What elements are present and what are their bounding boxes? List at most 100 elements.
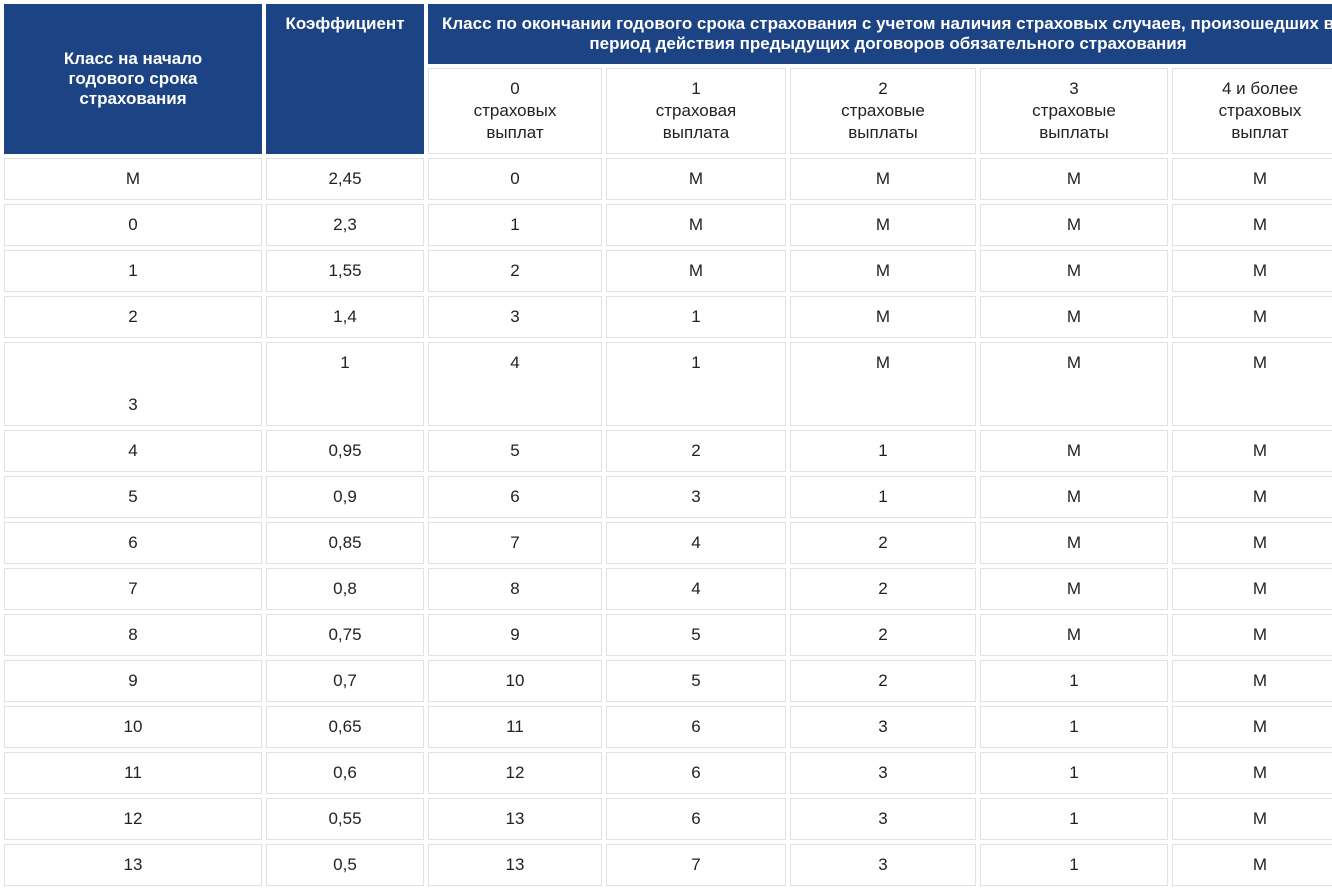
table-cell: 5 bbox=[4, 476, 262, 518]
table-cell: 5 bbox=[428, 430, 602, 472]
table-cell: 1 bbox=[790, 476, 976, 518]
table-cell: 4 bbox=[4, 430, 262, 472]
table-cell: М bbox=[606, 204, 786, 246]
table-cell: 8 bbox=[428, 568, 602, 610]
table-cell: М bbox=[1172, 476, 1332, 518]
table-cell: 1 bbox=[980, 798, 1168, 840]
table-cell: 1 bbox=[790, 430, 976, 472]
table-cell: 1,55 bbox=[266, 250, 424, 292]
table-row: 2 1,4 3 1 М М М bbox=[4, 296, 1332, 338]
table-cell: 3 bbox=[428, 296, 602, 338]
table-cell: 1,4 bbox=[266, 296, 424, 338]
table-cell: 0,9 bbox=[266, 476, 424, 518]
table-cell: М bbox=[4, 158, 262, 200]
table-cell: М bbox=[606, 158, 786, 200]
table-body: М 2,45 0 М М М М 0 2,3 1 М М М М 1 1,55 2 М М М М 2 1,4 3 1 М М М 3 1… bbox=[4, 158, 1332, 886]
table-row: 12 0,55 13 6 3 1 М bbox=[4, 798, 1332, 840]
table-cell: М bbox=[980, 430, 1168, 472]
table-cell: 7 bbox=[606, 844, 786, 886]
table-cell: М bbox=[790, 296, 976, 338]
table-cell: 2 bbox=[790, 660, 976, 702]
table-cell: 2 bbox=[428, 250, 602, 292]
table-cell: 0,7 bbox=[266, 660, 424, 702]
table-cell: 1 bbox=[980, 706, 1168, 748]
table-cell: М bbox=[1172, 342, 1332, 426]
header-class-end: Класс по окончании годового срока страхо… bbox=[428, 4, 1332, 64]
table-cell: М bbox=[980, 250, 1168, 292]
table-cell: 7 bbox=[428, 522, 602, 564]
table-cell: 1 bbox=[266, 342, 424, 426]
table-cell: 2 bbox=[4, 296, 262, 338]
table-cell: М bbox=[790, 342, 976, 426]
table-cell: 0,5 bbox=[266, 844, 424, 886]
table-cell: 9 bbox=[428, 614, 602, 656]
table-cell: 6 bbox=[606, 706, 786, 748]
table-cell: М bbox=[1172, 204, 1332, 246]
table-cell: М bbox=[980, 204, 1168, 246]
table-row: 8 0,75 9 5 2 М М bbox=[4, 614, 1332, 656]
table-cell: 1 bbox=[606, 296, 786, 338]
table-row: 0 2,3 1 М М М М bbox=[4, 204, 1332, 246]
table-cell: М bbox=[790, 204, 976, 246]
table-cell: 0 bbox=[428, 158, 602, 200]
table-cell: 3 bbox=[790, 798, 976, 840]
table-row: 11 0,6 12 6 3 1 М bbox=[4, 752, 1332, 794]
table-cell: 2,45 bbox=[266, 158, 424, 200]
table-row: 4 0,95 5 2 1 М М bbox=[4, 430, 1332, 472]
table-cell: М bbox=[980, 568, 1168, 610]
table-cell: 13 bbox=[428, 844, 602, 886]
table-cell: М bbox=[980, 342, 1168, 426]
header-coefficient: Коэффициент bbox=[266, 4, 424, 154]
table-cell: 2 bbox=[790, 568, 976, 610]
table-cell: 3 bbox=[790, 844, 976, 886]
table-cell: 11 bbox=[428, 706, 602, 748]
subheader-cell: 4 и более страховых выплат bbox=[1172, 68, 1332, 154]
table-row: 10 0,65 11 6 3 1 М bbox=[4, 706, 1332, 748]
table-cell: М bbox=[1172, 660, 1332, 702]
table-cell: М bbox=[980, 476, 1168, 518]
table-cell: 13 bbox=[4, 844, 262, 886]
table-cell: М bbox=[1172, 752, 1332, 794]
table-cell: 0,65 bbox=[266, 706, 424, 748]
table-row: 9 0,7 10 5 2 1 М bbox=[4, 660, 1332, 702]
table-cell: М bbox=[790, 250, 976, 292]
header-class-start: Класс на начало годового срока страхован… bbox=[4, 4, 262, 154]
table-cell: 3 bbox=[790, 752, 976, 794]
table-cell: М bbox=[980, 296, 1168, 338]
table-cell: 13 bbox=[428, 798, 602, 840]
table-cell: 11 bbox=[4, 752, 262, 794]
table-cell: 3 bbox=[790, 706, 976, 748]
table-cell: М bbox=[1172, 568, 1332, 610]
table-cell: 8 bbox=[4, 614, 262, 656]
table-row: 5 0,9 6 3 1 М М bbox=[4, 476, 1332, 518]
table-cell: М bbox=[980, 522, 1168, 564]
table-cell: 6 bbox=[606, 752, 786, 794]
table-cell: М bbox=[1172, 522, 1332, 564]
table-cell: 4 bbox=[606, 522, 786, 564]
table-row: 13 0,5 13 7 3 1 М bbox=[4, 844, 1332, 886]
table-cell: 6 bbox=[4, 522, 262, 564]
table-cell: 4 bbox=[428, 342, 602, 426]
table-cell: М bbox=[980, 614, 1168, 656]
table-cell: 6 bbox=[606, 798, 786, 840]
table-cell: 9 bbox=[4, 660, 262, 702]
table-cell: М bbox=[980, 158, 1168, 200]
subheader-row: 0 страховых выплат 1 страховая выплата 2 с… bbox=[4, 68, 1332, 154]
table-cell: М bbox=[1172, 296, 1332, 338]
table-cell: 1 bbox=[980, 752, 1168, 794]
table-cell: 1 bbox=[606, 342, 786, 426]
table-cell: 3 bbox=[4, 342, 262, 426]
table-cell: 2 bbox=[790, 522, 976, 564]
table-cell: 2 bbox=[790, 614, 976, 656]
table-cell: 1 bbox=[980, 844, 1168, 886]
table-cell: 1 bbox=[980, 660, 1168, 702]
subheader-cell: 1 страховая выплата bbox=[606, 68, 786, 154]
table-cell: 12 bbox=[4, 798, 262, 840]
table-cell: 10 bbox=[4, 706, 262, 748]
table-row: М 2,45 0 М М М М bbox=[4, 158, 1332, 200]
table-row: 7 0,8 8 4 2 М М bbox=[4, 568, 1332, 610]
subheader-cell: 3 страховые выплаты bbox=[980, 68, 1168, 154]
table-cell: М bbox=[1172, 158, 1332, 200]
